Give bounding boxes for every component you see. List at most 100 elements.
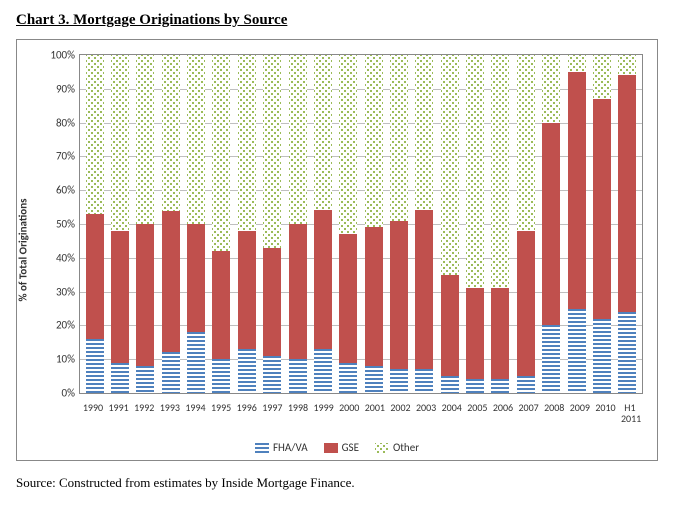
bar-segment-other	[289, 55, 307, 224]
x-tick-label: 2006	[493, 402, 511, 424]
x-tick-label: 1999	[313, 402, 331, 424]
bar-segment-gse	[339, 234, 357, 362]
bar-segment-other	[162, 55, 180, 210]
x-tick-label: H12011	[621, 402, 639, 424]
x-tick-label: 2003	[416, 402, 434, 424]
y-tick: 100%	[35, 49, 75, 62]
x-tick-label: 2002	[390, 402, 408, 424]
bar-segment-gse	[314, 210, 332, 349]
y-tick: 20%	[35, 319, 75, 332]
bar	[263, 55, 281, 393]
bar-segment-other	[542, 55, 560, 123]
bar-segment-other	[466, 55, 484, 288]
bar	[542, 55, 560, 393]
bar-segment-gse	[415, 210, 433, 369]
bar	[339, 55, 357, 393]
bar-segment-gse	[593, 99, 611, 319]
bar	[111, 55, 129, 393]
y-tick: 0%	[35, 387, 75, 400]
bar-segment-fha	[365, 366, 383, 393]
legend-item-other: Other	[375, 441, 419, 454]
bar	[162, 55, 180, 393]
bar	[568, 55, 586, 393]
y-tick: 90%	[35, 82, 75, 95]
bar-segment-gse	[289, 224, 307, 359]
bar-segment-gse	[238, 231, 256, 349]
x-axis-labels: 1990199119921993199419951996199719981999…	[79, 402, 643, 424]
bar-segment-fha	[187, 332, 205, 393]
bar-segment-gse	[491, 288, 509, 379]
bar-segment-fha	[339, 363, 357, 393]
bar	[517, 55, 535, 393]
bar-segment-fha	[390, 369, 408, 393]
bar-segment-fha	[415, 369, 433, 393]
bar-segment-other	[339, 55, 357, 234]
bar-segment-other	[263, 55, 281, 248]
x-tick-label: 1997	[262, 402, 280, 424]
chart-title: Chart 3. Mortgage Originations by Source	[16, 12, 672, 29]
bar-segment-fha	[314, 349, 332, 393]
bar-segment-fha	[568, 309, 586, 394]
legend: FHA/VA GSE Other	[17, 441, 657, 454]
bar-segment-other	[212, 55, 230, 251]
bar	[187, 55, 205, 393]
legend-item-fha: FHA/VA	[255, 441, 308, 454]
bar-segment-other	[517, 55, 535, 231]
x-tick-label: 1994	[185, 402, 203, 424]
bar-segment-gse	[390, 221, 408, 370]
source-note: Source: Constructed from estimates by In…	[16, 475, 672, 491]
legend-label: Other	[393, 441, 419, 454]
bar-segment-gse	[111, 231, 129, 363]
y-tick: 70%	[35, 150, 75, 163]
bar-segment-other	[136, 55, 154, 224]
plot-area	[79, 54, 643, 394]
bar-segment-gse	[136, 224, 154, 366]
bars-group	[80, 55, 642, 393]
x-tick-label: 2009	[570, 402, 588, 424]
bar-segment-gse	[162, 211, 180, 353]
bar-segment-other	[415, 55, 433, 210]
bar	[212, 55, 230, 393]
bar-segment-gse	[212, 251, 230, 359]
x-tick-label: 1995	[211, 402, 229, 424]
bar-segment-gse	[466, 288, 484, 379]
bar-segment-other	[111, 55, 129, 231]
chart-container: % of Total Originations 0%10%20%30%40%50…	[16, 39, 658, 461]
bar-segment-fha	[263, 356, 281, 393]
bar-segment-fha	[542, 325, 560, 393]
bar-segment-gse	[517, 231, 535, 376]
bar-segment-fha	[517, 376, 535, 393]
legend-label: GSE	[342, 441, 359, 454]
y-axis-label: % of Total Originations	[17, 199, 30, 302]
legend-item-gse: GSE	[324, 441, 359, 454]
bar-segment-fha	[491, 379, 509, 393]
bar-segment-other	[187, 55, 205, 224]
legend-label: FHA/VA	[273, 441, 308, 454]
bar-segment-fha	[111, 363, 129, 393]
legend-swatch	[324, 443, 338, 453]
x-tick-label: 2004	[442, 402, 460, 424]
bar-segment-fha	[593, 319, 611, 393]
bar-segment-other	[568, 55, 586, 72]
x-tick-label: 2008	[544, 402, 562, 424]
bar-segment-fha	[86, 339, 104, 393]
y-tick: 10%	[35, 353, 75, 366]
bar	[441, 55, 459, 393]
bar-segment-gse	[542, 123, 560, 326]
bar-segment-gse	[187, 224, 205, 332]
x-tick-label: 1990	[83, 402, 101, 424]
bar-segment-gse	[86, 214, 104, 339]
bar-segment-fha	[289, 359, 307, 393]
x-tick-label: 1993	[160, 402, 178, 424]
bar	[593, 55, 611, 393]
x-tick-label: 2000	[339, 402, 357, 424]
bar-segment-other	[390, 55, 408, 221]
x-tick-label: 2007	[518, 402, 536, 424]
bar-segment-fha	[466, 379, 484, 393]
bar-segment-fha	[441, 376, 459, 393]
bar	[390, 55, 408, 393]
bar-segment-gse	[263, 248, 281, 356]
x-tick-label: 1998	[288, 402, 306, 424]
bar	[289, 55, 307, 393]
legend-swatch	[255, 443, 269, 453]
